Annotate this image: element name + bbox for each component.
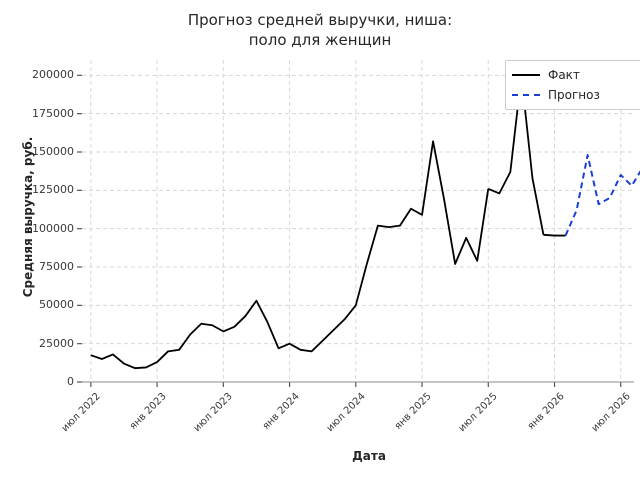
data-series	[90, 74, 640, 370]
legend-item-forecast: Прогноз	[512, 85, 637, 105]
y-tick-label: 0	[67, 375, 74, 388]
y-tick-label: 150000	[32, 145, 74, 158]
gridlines	[82, 60, 634, 383]
x-axis-label: Дата	[352, 449, 386, 463]
legend-swatch-forecast	[512, 94, 540, 96]
legend-item-fact: Факт	[512, 65, 637, 85]
y-tick-label: 125000	[32, 183, 74, 197]
legend-label-fact: Факт	[548, 68, 580, 82]
chart-legend: Факт Прогноз	[505, 60, 640, 110]
y-tick-label: 75000	[39, 260, 74, 273]
chart-title: Прогноз средней выручки, ниша: поло для …	[187, 11, 453, 49]
legend-label-forecast: Прогноз	[548, 88, 600, 102]
y-tick-label: 50000	[39, 298, 74, 312]
y-tick-label: 175000	[32, 106, 74, 120]
y-tick-label: 25000	[39, 336, 74, 350]
legend-swatch-fact	[512, 74, 540, 76]
y-tick-label: 200000	[32, 68, 74, 82]
tick-marks	[77, 74, 622, 387]
y-axis-label: Средняя выручка, руб.	[21, 136, 35, 298]
y-tick-label: 100000	[32, 221, 74, 235]
